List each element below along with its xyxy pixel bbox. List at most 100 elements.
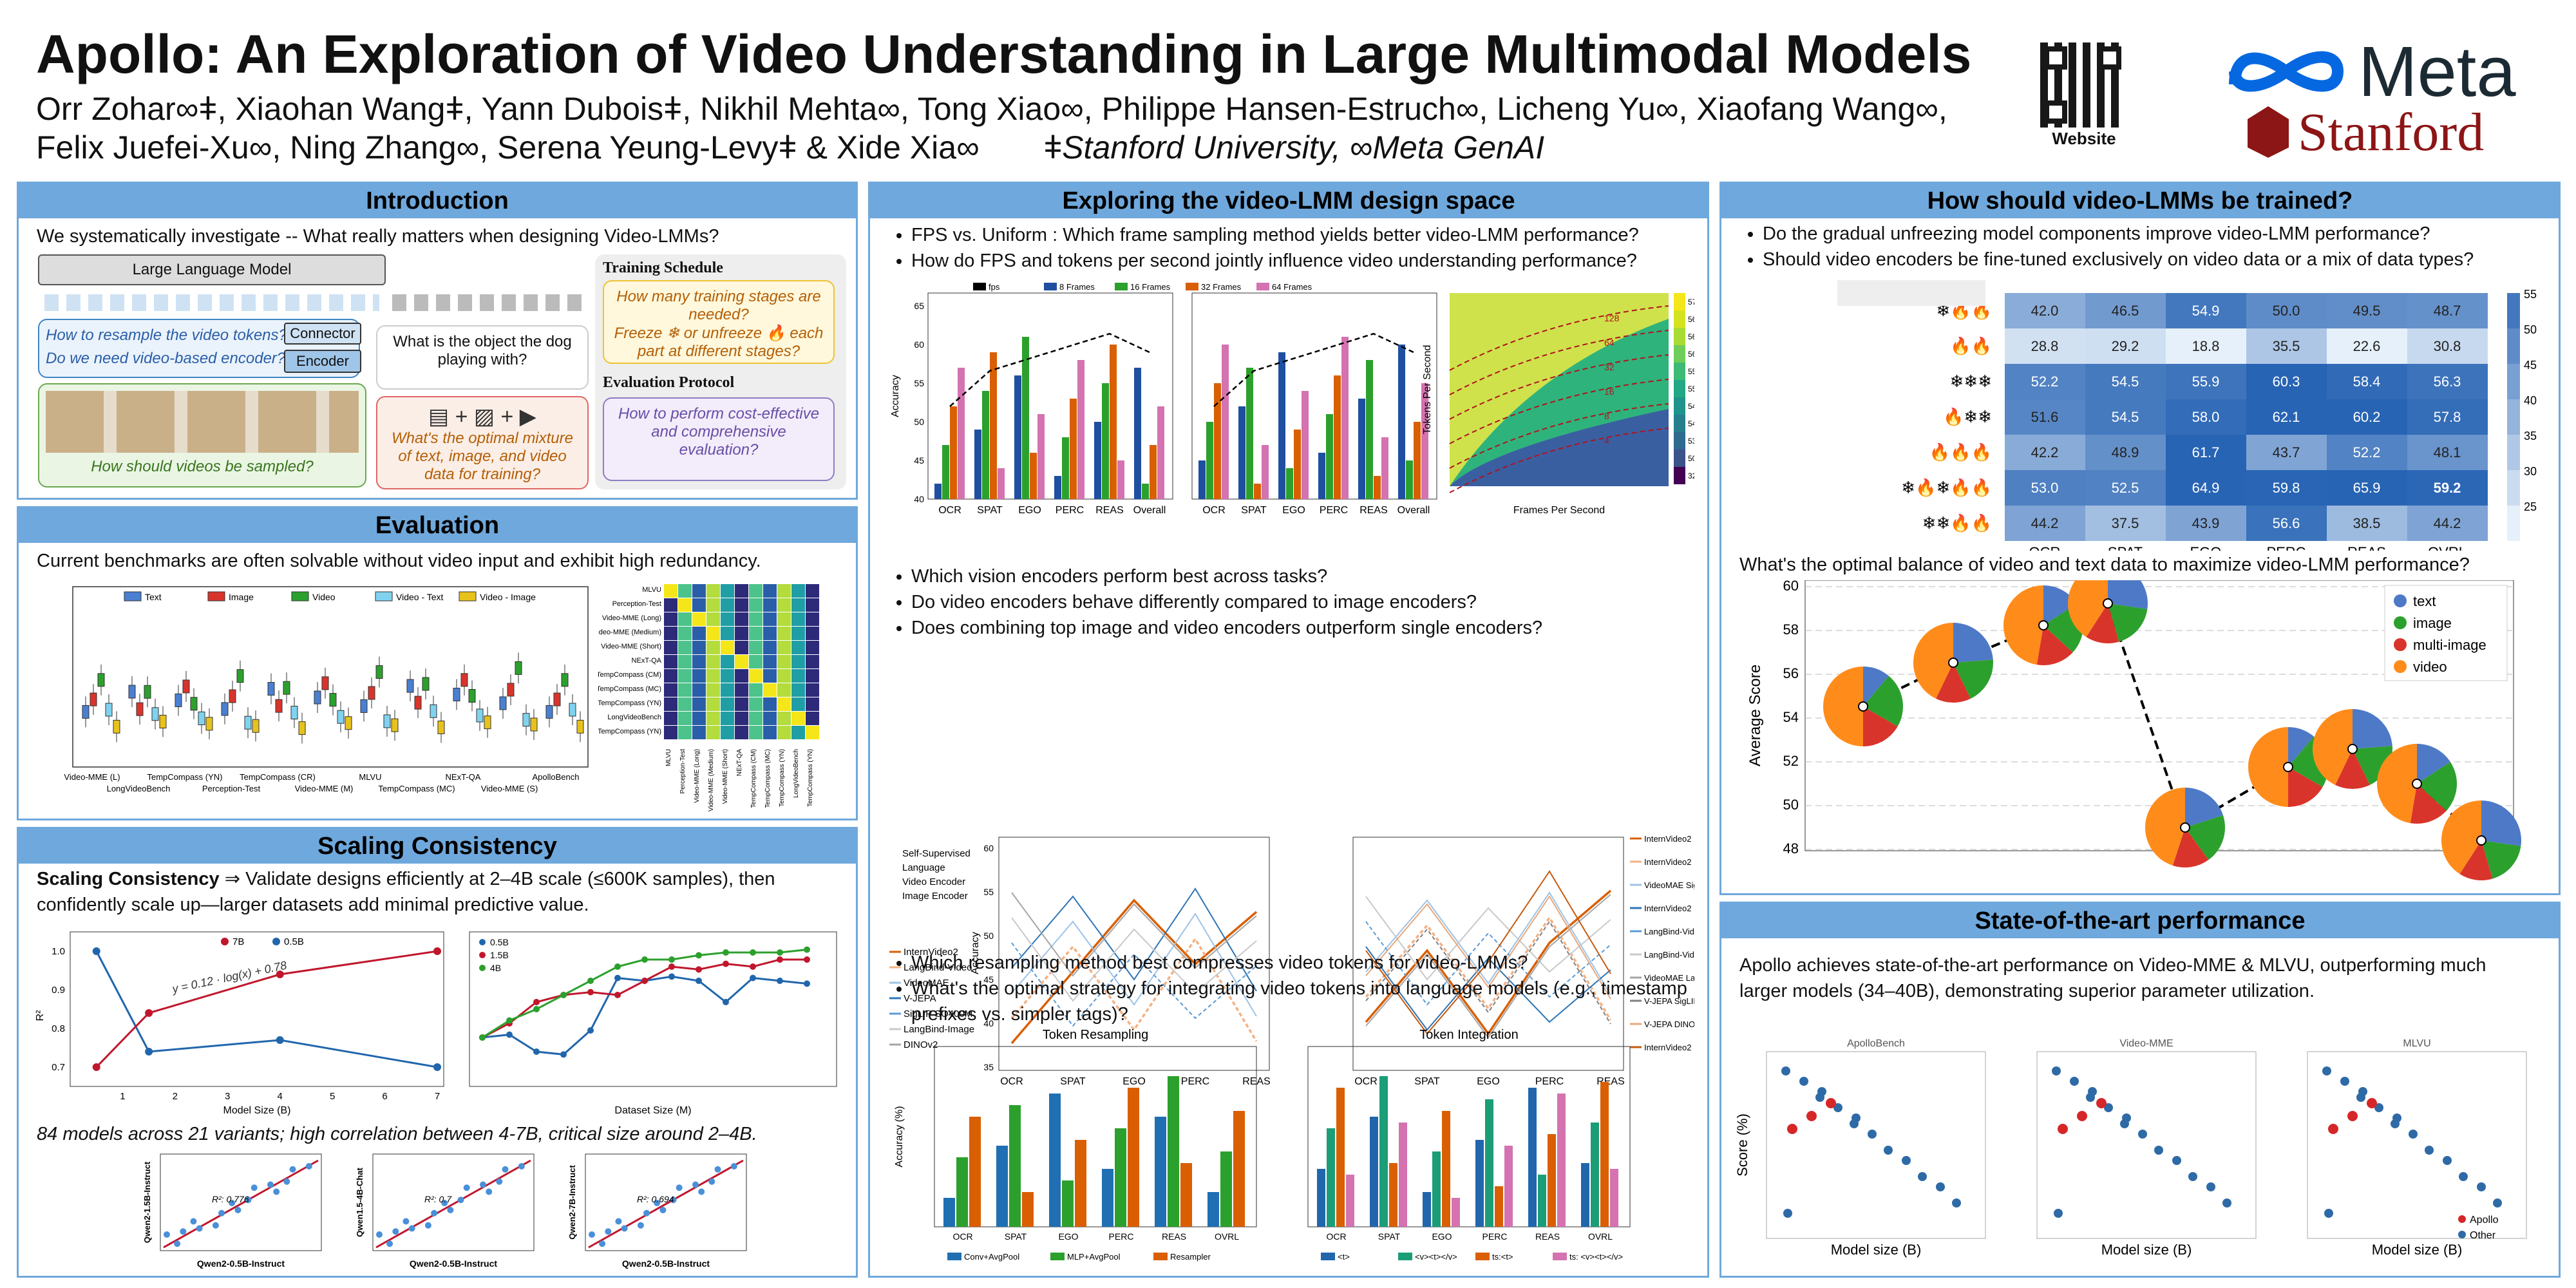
y-tick: 35 (983, 1062, 994, 1072)
scatter-point (496, 1178, 503, 1185)
heat-cell (763, 712, 777, 725)
heat-cell (706, 655, 720, 668)
heat-cell (791, 641, 805, 654)
scatter-point (589, 1231, 595, 1238)
heat-cell (2407, 328, 2488, 364)
plot-frame (998, 837, 1270, 1071)
bar (1070, 399, 1077, 499)
scatter-point (251, 1184, 258, 1191)
explore-header: Exploring the video-LMM design space (870, 184, 1707, 218)
bar (1346, 1175, 1354, 1227)
heat-value: 22.6 (2353, 338, 2381, 354)
benchmark-label: TempCompass (CR) (240, 772, 316, 782)
heat-cell (2327, 435, 2407, 470)
pie-center (1948, 658, 1958, 668)
heat-cell (791, 669, 805, 683)
benchmark-label: ApolloBench (533, 772, 580, 782)
encoder-line (1011, 913, 1257, 1017)
fps-line (1213, 332, 1414, 407)
heat-cell (692, 598, 706, 612)
box (545, 705, 553, 719)
series-point (506, 1031, 513, 1038)
heat-cell (2327, 328, 2407, 364)
series-point (696, 966, 702, 973)
heat-row-label: TempCompass (YN) (598, 728, 661, 735)
box (484, 715, 491, 730)
heat-col-label: LongVideoBench (793, 749, 800, 798)
bar (1168, 1076, 1179, 1227)
heat-cell (678, 697, 692, 711)
other-point (1852, 1113, 1861, 1122)
data-mix-chart: 60 58 56 54 52 50 48 Average Score text image mult… (1747, 580, 2521, 880)
series-point (723, 949, 729, 956)
other-point (2122, 1113, 2131, 1122)
pie-slice (2108, 580, 2148, 609)
colorbar-label: 55.2 (1688, 384, 1694, 393)
box (144, 685, 151, 699)
legend-label: LangBind-Video (904, 962, 972, 973)
heat-row-label: Perception-Test (612, 600, 661, 608)
bar (1442, 1111, 1450, 1227)
series-point (614, 974, 621, 981)
qr-code[interactable] (2040, 43, 2125, 128)
legend-swatch (973, 283, 986, 290)
heat-value: 46.5 (2112, 303, 2139, 319)
heat-cell (678, 612, 692, 626)
explore-q4: Do video encoders behave differently com… (911, 589, 1542, 615)
heat-cell (2407, 435, 2488, 470)
box (205, 717, 213, 731)
bar (1037, 414, 1045, 499)
bar (1222, 345, 1229, 499)
bar (1548, 1134, 1556, 1227)
box (576, 719, 584, 734)
colorbar-cell (1674, 310, 1685, 328)
bar (1110, 345, 1117, 499)
training-questions: Do the gradual unfreezing model componen… (1739, 221, 2474, 272)
bar (1336, 1088, 1345, 1227)
stanford-logo-text: Stanford (2298, 102, 2485, 162)
training-title: Training Schedule (603, 260, 723, 276)
heat-cell (777, 641, 791, 654)
other-point (2409, 1130, 2418, 1139)
bar (1374, 476, 1381, 499)
legend-label: Video (312, 592, 336, 602)
heat-cell (664, 598, 677, 612)
heat-value: 50.0 (2273, 303, 2300, 319)
heat-cell (721, 697, 734, 711)
series-point (668, 973, 675, 980)
bar (1398, 345, 1405, 499)
series-point (750, 949, 756, 956)
heat-cell (692, 669, 706, 683)
intro-diagram: Large Language Model How to resample the… (38, 254, 846, 493)
box (151, 707, 159, 721)
scatter-point (447, 1207, 454, 1213)
heat-cell (706, 683, 720, 697)
legend-marker (2458, 1215, 2466, 1223)
series-point (641, 956, 648, 963)
contour-label: 128 (1604, 313, 1620, 323)
training-panel-main: How should video-LMMs be trained? Do the… (1719, 182, 2561, 895)
category-label: EGO (1122, 1076, 1146, 1087)
heat-cell (2166, 293, 2246, 328)
bar (1294, 430, 1301, 499)
correlation-scatters: R²: 0.776 Qwen2-0.5B-Instruct Qwen2-1.5B-I… (142, 1153, 747, 1269)
video-token-row (44, 294, 379, 311)
contour-line (1449, 403, 1669, 469)
stage-icons: 🔥🔥🔥 (1929, 442, 1992, 462)
heat-cell (664, 726, 677, 739)
plot-frame (585, 1153, 747, 1251)
heat-col-label: TempCompass (CM) (750, 749, 757, 808)
training-q1: Do the gradual unfreezing model componen… (1763, 221, 2474, 247)
plot-frame (934, 1046, 1257, 1227)
heat-cell (806, 627, 819, 640)
heat-value: 48.9 (2112, 444, 2139, 460)
pie-slice (2441, 800, 2481, 875)
other-point (2459, 1172, 2468, 1181)
bar (1278, 352, 1285, 499)
legend-swatch (1321, 1253, 1335, 1260)
heat-cell (664, 584, 677, 598)
colorbar-cell (2507, 506, 2520, 541)
pie-slice (2481, 840, 2521, 879)
colorbar-label: 50 (2524, 323, 2537, 336)
training-question-box: How many training stages are needed? Fre… (603, 280, 835, 364)
